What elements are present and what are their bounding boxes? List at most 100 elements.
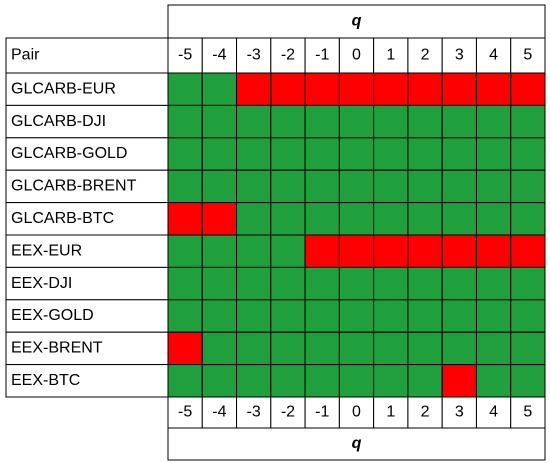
cell (338, 72, 375, 106)
header-cell (407, 37, 443, 74)
cell (373, 234, 409, 268)
cell (441, 202, 477, 236)
cell (167, 331, 203, 366)
cell (304, 234, 340, 268)
cell (407, 169, 443, 204)
column-label: 4 (489, 47, 498, 64)
cell (475, 137, 512, 171)
cell (236, 169, 272, 204)
column-label: 3 (455, 47, 464, 64)
column-label: 5 (523, 404, 532, 421)
cell (270, 266, 306, 301)
cell (270, 169, 306, 204)
cell (201, 169, 238, 204)
cell (270, 234, 306, 268)
cell (201, 234, 238, 268)
cell (338, 266, 375, 301)
column-label: 0 (352, 404, 361, 421)
cell (201, 202, 238, 236)
cell (236, 234, 272, 268)
cell (338, 364, 375, 398)
header-cell (201, 396, 238, 429)
cell (236, 364, 272, 398)
cell (475, 234, 512, 268)
cell (338, 169, 375, 204)
cell (510, 104, 546, 139)
cell (441, 299, 477, 333)
column-label: 3 (455, 404, 464, 421)
cell (407, 104, 443, 139)
cell (475, 299, 512, 333)
header-cell (510, 396, 546, 429)
cell (167, 72, 203, 106)
row-label: GLCARB-GOLD (11, 145, 127, 162)
cell (167, 299, 203, 333)
cell (304, 364, 340, 398)
cell (373, 104, 409, 139)
cell (510, 169, 546, 204)
cell (201, 331, 238, 366)
cell (236, 331, 272, 366)
cell (167, 104, 203, 139)
cell (407, 266, 443, 301)
cell (236, 299, 272, 333)
row-label: GLCARB-EUR (11, 80, 116, 97)
cell (270, 299, 306, 333)
row-label: EEX-GOLD (11, 307, 94, 324)
row-label-cell (5, 137, 169, 171)
column-label: -5 (178, 404, 192, 421)
column-label: -3 (247, 47, 261, 64)
cell (441, 137, 477, 171)
cell (304, 169, 340, 204)
column-label: -1 (315, 47, 329, 64)
cell (407, 331, 443, 366)
header-cell (441, 396, 477, 429)
column-label: 0 (352, 47, 361, 64)
column-label: 5 (523, 47, 532, 64)
row-label: GLCARB-DJI (11, 113, 106, 130)
header-cell (167, 427, 546, 461)
header-cell (373, 396, 409, 429)
cell (304, 137, 340, 171)
cell (167, 137, 203, 171)
cell (510, 266, 546, 301)
cell (475, 169, 512, 204)
cell (407, 137, 443, 171)
column-label: 4 (489, 404, 498, 421)
column-label: -2 (281, 47, 295, 64)
column-label: -4 (212, 47, 226, 64)
cell (167, 234, 203, 268)
header-cell (236, 396, 272, 429)
cell (201, 364, 238, 398)
cell (236, 202, 272, 236)
cell (373, 169, 409, 204)
cell (167, 169, 203, 204)
row-label-cell (5, 266, 169, 301)
cell (407, 72, 443, 106)
axis-label: q (352, 13, 362, 30)
cell (201, 104, 238, 139)
cell (407, 202, 443, 236)
cell (407, 234, 443, 268)
row-label-cell (5, 169, 169, 204)
cell (167, 202, 203, 236)
cell (201, 299, 238, 333)
cell (475, 266, 512, 301)
cell (270, 331, 306, 366)
pair-header: Pair (11, 47, 40, 64)
axis-label: q (352, 435, 362, 452)
cell (304, 266, 340, 301)
cell (167, 364, 203, 398)
column-label: -3 (247, 404, 261, 421)
cell (510, 137, 546, 171)
cell (270, 137, 306, 171)
row-label: EEX-BTC (11, 372, 80, 389)
row-label-cell (5, 364, 169, 398)
cell (373, 299, 409, 333)
cell (441, 104, 477, 139)
cell (510, 364, 546, 398)
cell (304, 72, 340, 106)
cell (441, 331, 477, 366)
cell (338, 234, 375, 268)
